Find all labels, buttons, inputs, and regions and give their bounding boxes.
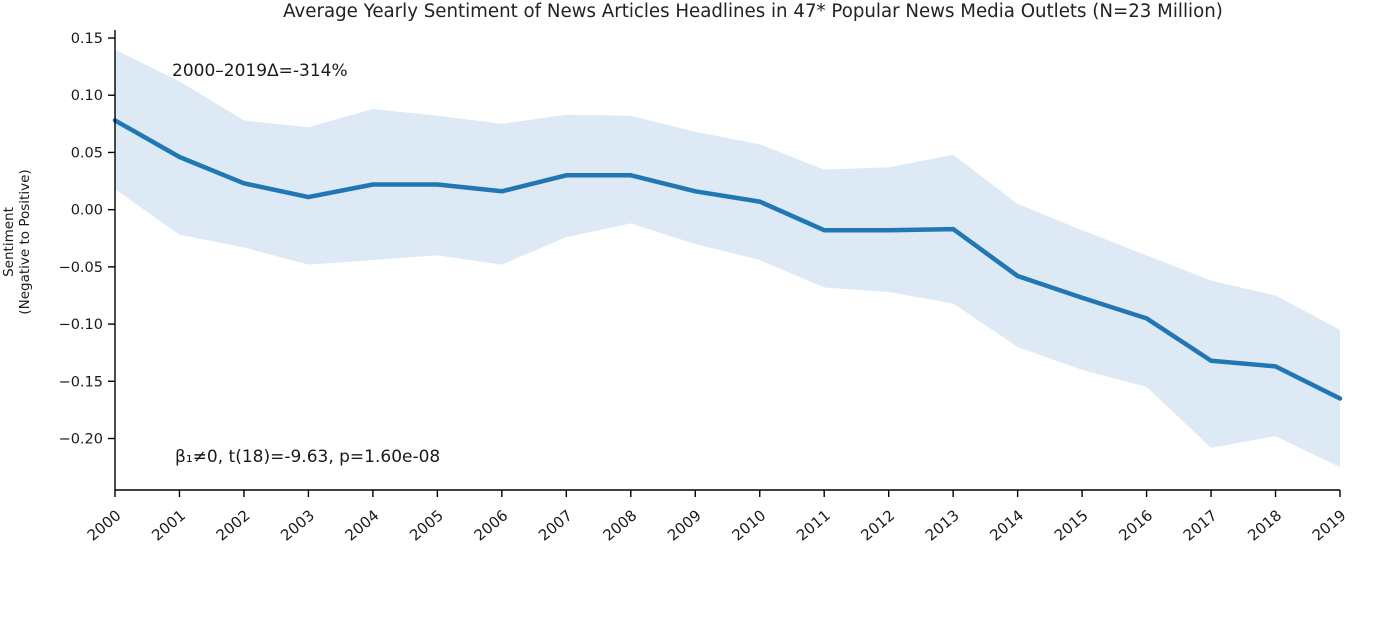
y-tick-label: 0.00 xyxy=(71,203,103,219)
x-tick-label: 2008 xyxy=(600,506,641,544)
sentiment-line xyxy=(112,118,1343,401)
x-tick-label: 2001 xyxy=(148,506,189,544)
y-tick-label: 0.10 xyxy=(71,88,103,104)
x-tick-label: 2011 xyxy=(793,506,834,544)
y-axis-label-line1: Sentiment xyxy=(1,207,17,277)
x-tick-label: 2019 xyxy=(1309,506,1350,544)
x-tick-label: 2006 xyxy=(471,506,512,544)
x-tick-label: 2002 xyxy=(213,506,254,544)
y-tick-label: 0.15 xyxy=(71,31,103,47)
plot-area: 0.15 0.10 0.05 0.00 −0.05 −0.10 −0.15 −0.20 2000… xyxy=(59,30,1350,545)
delta-annotation: 2000–2019Δ=-314% xyxy=(172,61,348,81)
x-tick-label: 2009 xyxy=(664,506,705,544)
x-tick-label: 2010 xyxy=(728,506,769,544)
x-tick-label: 2015 xyxy=(1051,506,1092,544)
x-tick-label: 2000 xyxy=(84,506,125,544)
chart-title: Average Yearly Sentiment of News Article… xyxy=(283,1,1223,22)
y-tick-label: −0.05 xyxy=(59,260,103,276)
x-tick-label: 2012 xyxy=(857,506,898,544)
y-tick-label: −0.20 xyxy=(59,432,103,448)
x-tick-label: 2016 xyxy=(1115,506,1156,544)
x-tick-label: 2018 xyxy=(1244,506,1285,544)
x-tick-label: 2004 xyxy=(342,506,383,544)
stats-annotation: β₁≠0, t(18)=-9.63, p=1.60e-08 xyxy=(175,447,440,467)
x-tick-label: 2005 xyxy=(406,506,447,544)
x-tick-label: 2003 xyxy=(277,506,318,544)
y-tick-label: −0.10 xyxy=(59,317,103,333)
confidence-band xyxy=(115,49,1340,468)
y-tick-label: 0.05 xyxy=(71,145,103,161)
y-tick-label: −0.15 xyxy=(59,374,103,390)
x-tick-label: 2007 xyxy=(535,506,576,544)
y-axis-label-line2: (Negative to Positive) xyxy=(17,169,33,314)
x-tick-label: 2014 xyxy=(986,506,1027,544)
x-tick-label: 2013 xyxy=(922,506,963,544)
x-tick-label: 2017 xyxy=(1180,506,1221,544)
